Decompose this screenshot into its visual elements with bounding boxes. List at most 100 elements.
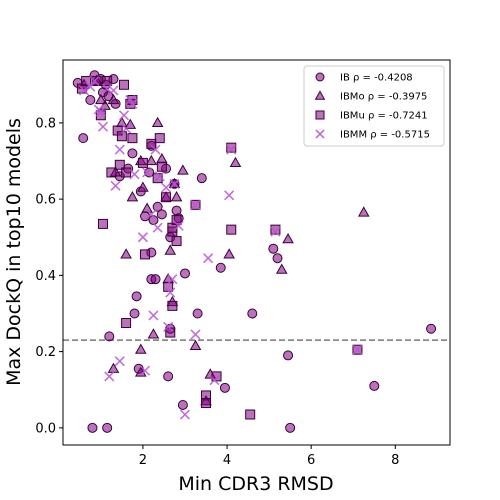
data-point — [120, 248, 132, 259]
data-point — [85, 95, 96, 106]
y-tick-label: 0.2 — [35, 345, 56, 360]
data-point — [148, 310, 159, 321]
y-tick-label: 0.4 — [35, 269, 56, 284]
data-point — [114, 144, 125, 155]
data-point — [139, 365, 151, 376]
data-point — [137, 157, 148, 168]
data-point — [179, 268, 190, 279]
data-point — [129, 169, 140, 180]
data-point — [211, 371, 222, 382]
data-point — [357, 206, 370, 217]
data-point — [283, 350, 294, 361]
data-point — [173, 220, 184, 231]
x-tick-label: 2 — [139, 453, 147, 468]
x-axis: 2 4 6 8 — [139, 445, 399, 468]
data-point — [110, 180, 121, 191]
series-square — [76, 75, 363, 420]
data-point — [78, 85, 90, 96]
data-point — [121, 318, 132, 329]
data-point — [87, 422, 98, 433]
data-point — [160, 182, 172, 193]
data-point — [91, 75, 102, 86]
data-point — [126, 191, 139, 202]
data-point — [106, 167, 117, 178]
data-point — [152, 201, 163, 212]
data-point — [190, 199, 201, 210]
points-layer — [72, 70, 437, 433]
data-point — [224, 190, 235, 201]
data-point — [142, 167, 153, 178]
data-point — [165, 287, 176, 298]
data-point — [144, 167, 155, 178]
data-point — [131, 291, 142, 302]
data-point — [245, 409, 256, 420]
data-point — [118, 110, 130, 121]
data-point — [161, 192, 172, 203]
data-point — [203, 253, 214, 264]
data-point — [114, 356, 125, 367]
data-point — [95, 106, 106, 117]
data-point — [201, 398, 212, 409]
data-point — [141, 202, 153, 213]
legend-entry: IBMo ρ = -0.3975 — [340, 92, 427, 103]
plot-frame — [62, 59, 451, 446]
data-point — [108, 85, 119, 96]
data-point — [268, 243, 279, 254]
data-point — [369, 380, 380, 391]
data-point — [192, 308, 203, 319]
data-point — [164, 244, 177, 255]
data-point — [151, 116, 164, 127]
data-point — [89, 75, 100, 87]
data-point — [107, 93, 120, 105]
data-point — [102, 83, 113, 94]
x-tick-label: 4 — [223, 453, 231, 468]
x-axis-label: Min CDR3 RMSD — [178, 473, 333, 495]
data-point — [150, 274, 161, 285]
legend: IB ρ = -0.4208 IBMo ρ = -0.3975 IBMu ρ = -… — [303, 65, 445, 147]
data-point — [145, 154, 158, 166]
y-tick-label: 0.0 — [35, 421, 56, 436]
data-point — [426, 323, 437, 334]
data-point — [247, 308, 258, 319]
data-point — [270, 226, 281, 237]
data-point — [127, 148, 138, 159]
data-point — [118, 79, 129, 90]
data-point — [179, 409, 191, 420]
data-point — [156, 161, 167, 172]
data-point — [129, 308, 140, 319]
data-point — [223, 248, 235, 259]
y-axis: 0.0 0.2 0.4 0.6 0.8 — [35, 116, 63, 436]
data-point — [226, 144, 237, 155]
data-point — [125, 94, 136, 106]
data-point — [163, 321, 174, 332]
data-point — [169, 178, 180, 189]
data-point — [270, 224, 281, 235]
y-tick-label: 0.6 — [35, 193, 56, 208]
data-point — [137, 232, 148, 243]
data-point — [85, 81, 96, 92]
data-point — [285, 422, 296, 433]
legend-entry: IB ρ = -0.4208 — [340, 73, 413, 84]
data-point — [135, 343, 147, 354]
data-point — [121, 167, 132, 178]
data-point — [140, 249, 151, 260]
data-point — [102, 422, 113, 433]
series-x — [78, 75, 363, 420]
data-point — [137, 181, 149, 192]
data-point — [97, 218, 108, 229]
data-point — [177, 399, 188, 410]
legend-entry: IBMM ρ = -0.5715 — [340, 130, 430, 141]
legend-marker — [315, 72, 325, 82]
legend-marker — [315, 110, 325, 120]
data-point — [150, 144, 161, 155]
data-point — [226, 224, 237, 235]
data-point — [275, 263, 288, 274]
data-point — [167, 274, 178, 285]
y-axis-label: Max DockQ in top10 models — [3, 118, 25, 386]
data-point — [215, 262, 226, 273]
data-point — [226, 142, 237, 153]
x-tick-label: 6 — [307, 453, 315, 468]
data-point — [177, 164, 189, 175]
